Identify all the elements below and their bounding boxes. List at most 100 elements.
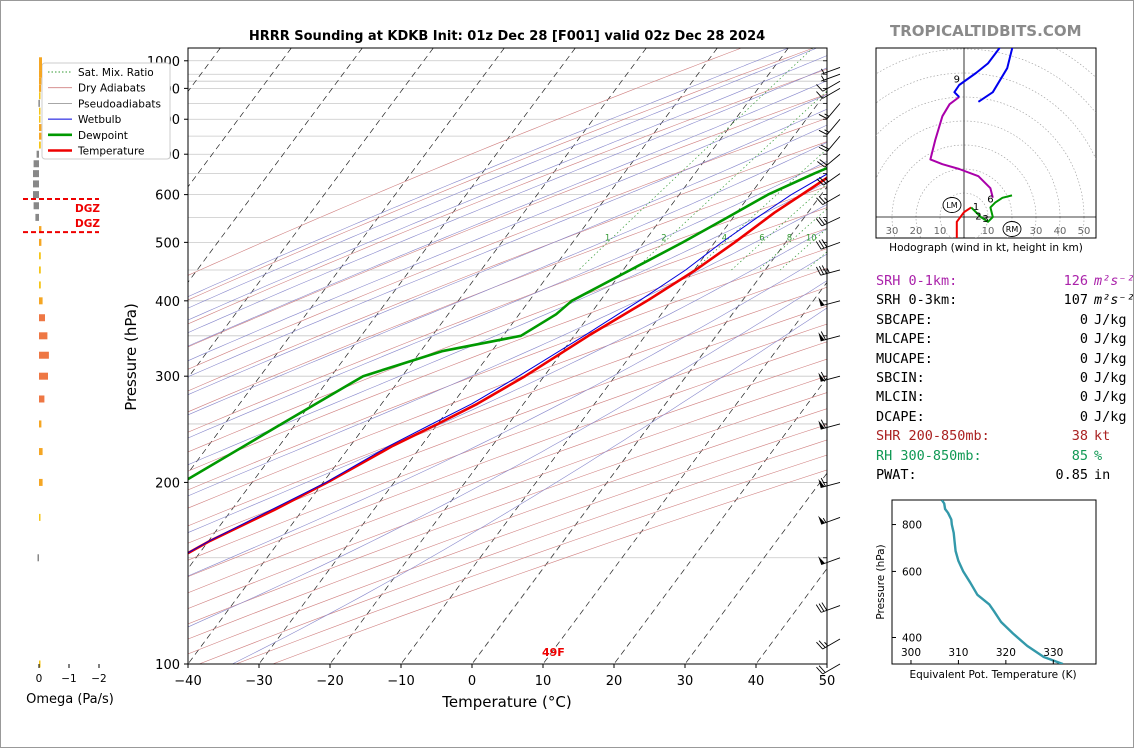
- omega-bar: [39, 448, 43, 456]
- stat-value: 0: [1079, 408, 1088, 425]
- hodograph-height-label: 2: [975, 211, 981, 222]
- stat-unit: m²s⁻²: [1094, 292, 1134, 309]
- pseudoadiabat-line: [188, 48, 817, 309]
- y-axis-label: Pressure (hPa): [122, 303, 140, 411]
- omega-bar: [39, 314, 45, 322]
- y-tick-label: 500: [155, 236, 180, 251]
- dry-adiabat-line: [188, 408, 827, 640]
- dry-adiabat-line: [188, 375, 827, 609]
- mixing-ratio-label: 2: [661, 233, 666, 243]
- mixing-ratio-line: [578, 48, 814, 271]
- stat-row: MLCAPE: 0 J/kg: [876, 330, 1134, 349]
- hodograph-tick-label: 50: [1078, 226, 1091, 237]
- barb-full: [815, 604, 822, 613]
- wind-barb: [816, 265, 841, 276]
- barb-half: [824, 177, 829, 182]
- series-dewpoint-line: [188, 166, 827, 481]
- barb-full: [821, 602, 828, 611]
- barb-staff: [821, 241, 841, 250]
- pseudoadiabat-line: [188, 67, 827, 334]
- omega-bar: [37, 554, 39, 562]
- hodograph-tick-label: 10: [934, 226, 947, 237]
- hodograph-height-label: 9: [954, 75, 960, 86]
- barb-full: [816, 266, 822, 276]
- barb-pennant: [818, 297, 825, 307]
- pseudoadiabat-line: [188, 142, 827, 416]
- barb-full: [821, 265, 827, 274]
- omega-tick-label: −1: [61, 673, 76, 685]
- barb-full: [818, 216, 825, 225]
- isotherm-line: [471, 186, 827, 664]
- wind-barb: [818, 515, 841, 525]
- stat-label: SRH 0-3km:: [876, 292, 958, 309]
- omega-bar: [39, 70, 42, 78]
- barb-half: [826, 268, 830, 274]
- pseudoadiabat-line: [188, 94, 827, 362]
- x-tick-label: 20: [606, 674, 623, 689]
- omega-axis-label: Omega (Pa/s): [26, 692, 114, 707]
- stat-unit: m²s⁻²: [1094, 273, 1134, 289]
- legend-label: Dry Adiabats: [78, 83, 146, 95]
- pseudoadiabat-line: [188, 108, 827, 378]
- x-tick-label: 40: [748, 674, 765, 689]
- barb-staff: [822, 80, 841, 92]
- mixing-ratio-label: 1: [605, 233, 610, 243]
- omega-bar: [39, 297, 43, 305]
- omega-bar: [39, 124, 42, 132]
- dry-adiabat-line: [188, 267, 827, 509]
- omega-bar: [39, 92, 41, 100]
- omega-bar: [39, 478, 43, 486]
- isotherm-line: [258, 48, 718, 664]
- pseudoadiabat-line: [188, 48, 789, 297]
- isotherm-line: [188, 48, 576, 570]
- mixing-ratio-line: [694, 148, 827, 271]
- barb-full: [818, 640, 826, 648]
- dry-adiabat-line: [188, 286, 827, 527]
- dry-adiabat-line: [188, 141, 827, 392]
- legend-label: Wetbulb: [78, 114, 122, 126]
- x-tick-label: −10: [387, 674, 414, 689]
- hodograph-height-label: 3: [982, 214, 988, 225]
- theta-e-x-tick-label: 320: [996, 647, 1016, 659]
- chart-title: HRRR Sounding at KDKB Init: 01z Dec 28 […: [249, 29, 765, 44]
- stat-unit: J/kg: [1094, 408, 1127, 425]
- wind-barb: [818, 135, 841, 152]
- barb-staff: [822, 663, 841, 675]
- omega-bar: [33, 160, 39, 168]
- wind-barb: [815, 239, 841, 250]
- omega-bar: [33, 202, 39, 210]
- barb-full: [821, 239, 828, 248]
- wind-barb: [816, 87, 841, 99]
- barb-full: [818, 665, 826, 673]
- stat-unit: in: [1094, 467, 1111, 484]
- dry-adiabat-line: [188, 185, 827, 433]
- barb-half: [823, 218, 828, 224]
- barb-staff: [820, 481, 841, 489]
- dry-adiabat-line: [188, 163, 827, 413]
- omega-bar: [38, 99, 40, 107]
- legend-label: Pseudoadiabats: [78, 98, 161, 110]
- omega-bar: [39, 513, 41, 521]
- omega-bar: [35, 213, 39, 221]
- omega-bar: [39, 420, 42, 428]
- barb-full: [816, 91, 824, 99]
- omega-bar: [39, 141, 41, 149]
- dgz-label: DGZ: [75, 218, 100, 230]
- y-tick-label: 100: [155, 658, 180, 673]
- hodograph-segment: [929, 96, 994, 199]
- barb-full: [816, 641, 824, 650]
- theta-e-line: [940, 500, 1064, 664]
- omega-bar: [33, 191, 39, 199]
- omega-bar: [39, 281, 41, 289]
- isotherm-line: [188, 48, 434, 379]
- barb-staff: [822, 638, 841, 650]
- mixing-ratio-label: 8: [787, 233, 792, 243]
- omega-bar: [39, 132, 42, 140]
- barb-full: [818, 240, 825, 249]
- hodograph: 302010102030405012369LMRM: [875, 47, 1097, 239]
- stats-panel: SRH 0-1km: 126 m²s⁻² SRH 0-3km: 107 m²s⁻² SBCA…: [876, 272, 1134, 485]
- pseudoadiabat-line: [188, 204, 827, 497]
- omega-bar: [39, 226, 42, 234]
- barb-pennant: [818, 420, 825, 430]
- stat-label: PWAT:: [876, 467, 917, 484]
